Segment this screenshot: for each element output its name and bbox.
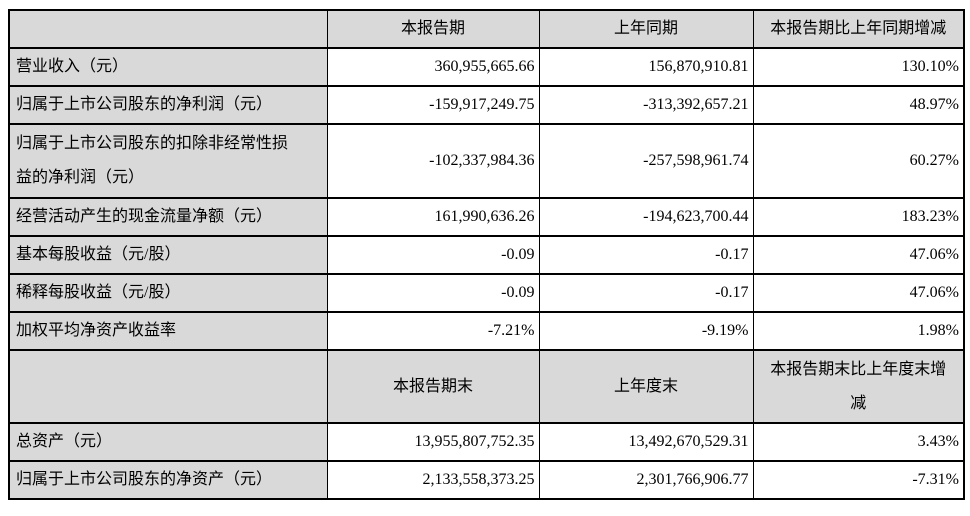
period-header-change: 本报告期比上年同期增减 <box>752 9 965 49</box>
table-row-operating-cash-flow: 经营活动产生的现金流量净额（元） 161,990,636.26 -194,623… <box>8 197 965 237</box>
period-end-header-current: 本报告期末 <box>326 349 540 424</box>
cell-prior-period: 13,492,670,529.31 <box>538 422 754 462</box>
cell-current-period: -102,337,984.36 <box>326 123 540 199</box>
row-label: 归属于上市公司股东的净资产（元） <box>8 460 328 500</box>
table-row-total-assets: 总资产（元） 13,955,807,752.35 13,492,670,529.… <box>8 422 965 462</box>
row-label-text: 归属于上市公司股东的扣除非经常性损益的净利润（元） <box>16 135 289 186</box>
cell-current-period: -159,917,249.75 <box>326 85 540 125</box>
row-label: 营业收入（元） <box>8 47 328 87</box>
table-row-weighted-avg-roe: 加权平均净资产收益率 -7.21% -9.19% 1.98% <box>8 311 965 351</box>
cell-change: 130.10% <box>752 47 965 87</box>
cell-prior-period: -313,392,657.21 <box>538 85 754 125</box>
table-row-net-assets: 归属于上市公司股东的净资产（元） 2,133,558,373.25 2,301,… <box>8 460 965 500</box>
period-header-empty-cell <box>8 9 328 49</box>
row-label: 归属于上市公司股东的净利润（元） <box>8 85 328 125</box>
cell-change: 1.98% <box>752 311 965 351</box>
row-label: 经营活动产生的现金流量净额（元） <box>8 197 328 237</box>
cell-current-period: 360,955,665.66 <box>326 47 540 87</box>
table-row-operating-revenue: 营业收入（元） 360,955,665.66 156,870,910.81 13… <box>8 47 965 87</box>
cell-current-period: -7.21% <box>326 311 540 351</box>
period-end-header-change-text: 本报告期末比上年度末增减 <box>770 360 947 412</box>
table-row-basic-eps: 基本每股收益（元/股） -0.09 -0.17 47.06% <box>8 235 965 275</box>
period-header-current: 本报告期 <box>326 9 540 49</box>
table-row-net-profit-excl-nonrecurring: 归属于上市公司股东的扣除非经常性损益的净利润（元） -102,337,984.3… <box>8 123 965 199</box>
financial-summary-table: 本报告期 上年同期 本报告期比上年同期增减 营业收入（元） 360,955,66… <box>8 9 965 500</box>
cell-change: 47.06% <box>752 235 965 275</box>
row-label: 稀释每股收益（元/股） <box>8 273 328 313</box>
cell-change: 3.43% <box>752 422 965 462</box>
row-label: 加权平均净资产收益率 <box>8 311 328 351</box>
cell-prior-period: -9.19% <box>538 311 754 351</box>
cell-current-period: 13,955,807,752.35 <box>326 422 540 462</box>
cell-prior-period: -0.17 <box>538 235 754 275</box>
period-end-header-prior: 上年度末 <box>538 349 754 424</box>
cell-prior-period: -194,623,700.44 <box>538 197 754 237</box>
cell-current-period: 161,990,636.26 <box>326 197 540 237</box>
row-label: 基本每股收益（元/股） <box>8 235 328 275</box>
cell-change: -7.31% <box>752 460 965 500</box>
cell-change: 60.27% <box>752 123 965 199</box>
cell-current-period: 2,133,558,373.25 <box>326 460 540 500</box>
period-end-header-row: 本报告期末 上年度末 本报告期末比上年度末增减 <box>8 349 965 424</box>
period-header-row: 本报告期 上年同期 本报告期比上年同期增减 <box>8 9 965 49</box>
row-label: 归属于上市公司股东的扣除非经常性损益的净利润（元） <box>8 123 328 199</box>
cell-prior-period: 156,870,910.81 <box>538 47 754 87</box>
period-header-prior: 上年同期 <box>538 9 754 49</box>
cell-prior-period: 2,301,766,906.77 <box>538 460 754 500</box>
cell-current-period: -0.09 <box>326 235 540 275</box>
cell-change: 47.06% <box>752 273 965 313</box>
cell-current-period: -0.09 <box>326 273 540 313</box>
table-row-net-profit: 归属于上市公司股东的净利润（元） -159,917,249.75 -313,39… <box>8 85 965 125</box>
cell-change: 48.97% <box>752 85 965 125</box>
period-end-header-empty-cell <box>8 349 328 424</box>
report-page: 本报告期 上年同期 本报告期比上年同期增减 营业收入（元） 360,955,66… <box>8 9 965 500</box>
table-row-diluted-eps: 稀释每股收益（元/股） -0.09 -0.17 47.06% <box>8 273 965 313</box>
cell-change: 183.23% <box>752 197 965 237</box>
period-end-header-change: 本报告期末比上年度末增减 <box>752 349 965 424</box>
cell-prior-period: -0.17 <box>538 273 754 313</box>
row-label: 总资产（元） <box>8 422 328 462</box>
cell-prior-period: -257,598,961.74 <box>538 123 754 199</box>
